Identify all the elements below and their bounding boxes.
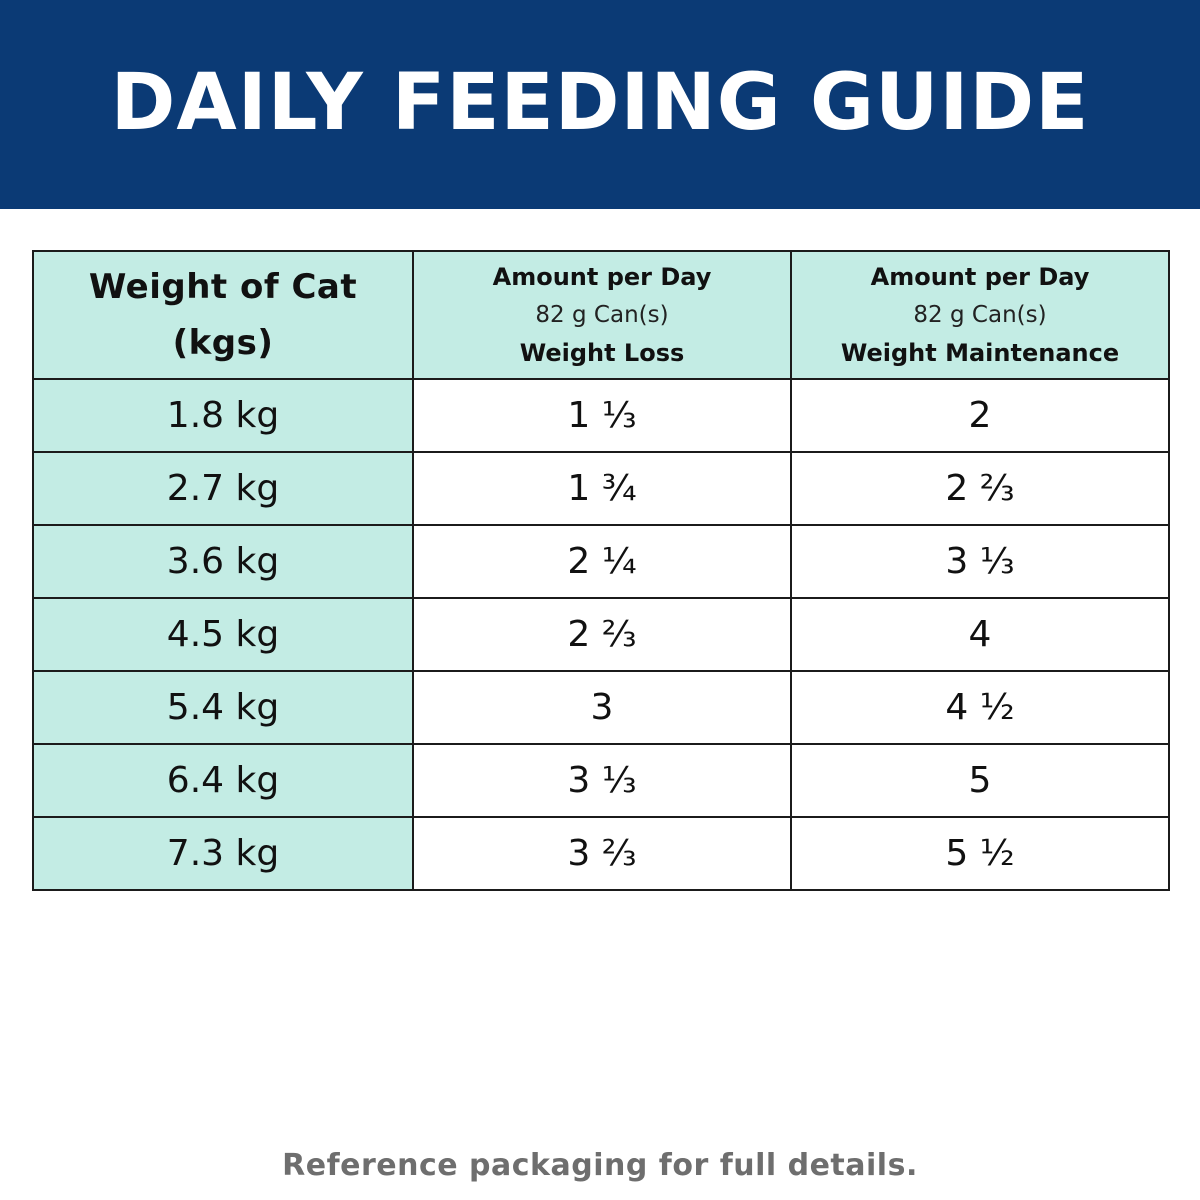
- loss-value: 3 ⅓: [567, 760, 637, 801]
- loss-cell: 1 ⅓: [412, 378, 792, 453]
- maintenance-cell: 4: [790, 597, 1170, 672]
- page-title: DAILY FEEDING GUIDE: [110, 57, 1090, 148]
- weight-cell: 2.7 kg: [32, 451, 414, 526]
- maintenance-value: 5 ½: [945, 833, 1015, 874]
- loss-cell: 1 ¾: [412, 451, 792, 526]
- maintenance-cell: 2 ⅔: [790, 451, 1170, 526]
- weight-cell: 7.3 kg: [32, 816, 414, 891]
- loss-value: 2 ⅔: [567, 614, 637, 655]
- header-maintenance-goal: Weight Maintenance: [840, 339, 1120, 367]
- weight-value: 2.7 kg: [166, 468, 280, 509]
- weight-value: 7.3 kg: [166, 833, 280, 874]
- maintenance-cell: 5: [790, 743, 1170, 818]
- weight-cell: 3.6 kg: [32, 524, 414, 599]
- weight-value: 4.5 kg: [166, 614, 280, 655]
- loss-cell: 3 ⅓: [412, 743, 792, 818]
- table-row: 5.4 kg 3 4 ½: [32, 670, 1170, 745]
- maintenance-cell: 4 ½: [790, 670, 1170, 745]
- header-weight-label: Weight of Cat: [88, 267, 358, 307]
- table-row: 4.5 kg 2 ⅔ 4: [32, 597, 1170, 672]
- table-row: 1.8 kg 1 ⅓ 2: [32, 378, 1170, 453]
- weight-cell: 1.8 kg: [32, 378, 414, 453]
- maintenance-cell: 2: [790, 378, 1170, 453]
- loss-value: 3: [590, 687, 614, 728]
- maintenance-cell: 5 ½: [790, 816, 1170, 891]
- table-row: 6.4 kg 3 ⅓ 5: [32, 743, 1170, 818]
- maintenance-value: 3 ⅓: [945, 541, 1015, 582]
- table-row: 2.7 kg 1 ¾ 2 ⅔: [32, 451, 1170, 526]
- header-loss-goal: Weight Loss: [519, 339, 685, 367]
- table-row: 3.6 kg 2 ¼ 3 ⅓: [32, 524, 1170, 599]
- loss-cell: 2 ¼: [412, 524, 792, 599]
- maintenance-cell: 3 ⅓: [790, 524, 1170, 599]
- header-weight-maintenance: Amount per Day 82 g Can(s) Weight Mainte…: [790, 250, 1170, 380]
- maintenance-value: 2: [968, 395, 992, 436]
- maintenance-value: 5: [968, 760, 992, 801]
- weight-cell: 4.5 kg: [32, 597, 414, 672]
- weight-cell: 5.4 kg: [32, 670, 414, 745]
- weight-value: 5.4 kg: [166, 687, 280, 728]
- reference-footnote: Reference packaging for full details.: [282, 1148, 918, 1183]
- weight-value: 6.4 kg: [166, 760, 280, 801]
- table-row: 7.3 kg 3 ⅔ 5 ½: [32, 816, 1170, 891]
- loss-cell: 3 ⅔: [412, 816, 792, 891]
- loss-cell: 2 ⅔: [412, 597, 792, 672]
- header-weight-of-cat: Weight of Cat (kgs): [32, 250, 414, 380]
- maintenance-value: 4 ½: [945, 687, 1015, 728]
- loss-value: 2 ¼: [567, 541, 637, 582]
- loss-value: 3 ⅔: [567, 833, 637, 874]
- weight-value: 3.6 kg: [166, 541, 280, 582]
- header-loss-can: 82 g Can(s): [535, 302, 669, 328]
- weight-cell: 6.4 kg: [32, 743, 414, 818]
- header-loss-title: Amount per Day: [492, 263, 712, 291]
- feeding-table: Weight of Cat (kgs) Amount per Day 82 g …: [32, 250, 1170, 891]
- weight-value: 1.8 kg: [166, 395, 280, 436]
- maintenance-value: 4: [968, 614, 992, 655]
- header-weight-loss: Amount per Day 82 g Can(s) Weight Loss: [412, 250, 792, 380]
- header-banner: DAILY FEEDING GUIDE: [0, 0, 1200, 209]
- header-weight-unit: (kgs): [172, 323, 274, 363]
- table-header-row: Weight of Cat (kgs) Amount per Day 82 g …: [32, 250, 1170, 380]
- header-maintenance-can: 82 g Can(s): [913, 302, 1047, 328]
- loss-cell: 3: [412, 670, 792, 745]
- loss-value: 1 ¾: [567, 468, 637, 509]
- loss-value: 1 ⅓: [567, 395, 637, 436]
- maintenance-value: 2 ⅔: [945, 468, 1015, 509]
- header-maintenance-title: Amount per Day: [870, 263, 1090, 291]
